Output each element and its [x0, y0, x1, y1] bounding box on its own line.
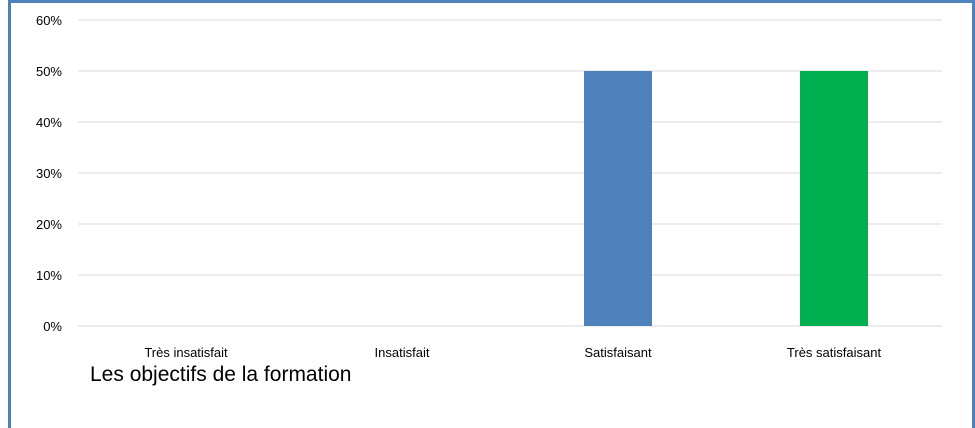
y-tick-label: 40%	[36, 115, 62, 130]
y-tick-label: 50%	[36, 64, 62, 79]
y-tick-label: 20%	[36, 217, 62, 232]
chart-frame	[8, 0, 975, 428]
bar-4	[800, 71, 868, 326]
x-tick-label: Insatisfait	[375, 345, 430, 360]
y-tick-label: 0%	[43, 319, 62, 334]
y-tick-label: 60%	[36, 13, 62, 28]
x-tick-label: Satisfaisant	[584, 345, 652, 360]
x-tick-label: Très insatisfait	[144, 345, 228, 360]
y-tick-label: 10%	[36, 268, 62, 283]
bar-3	[584, 71, 652, 326]
chart-caption: Les objectifs de la formation	[90, 363, 352, 386]
y-tick-label: 30%	[36, 166, 62, 181]
x-tick-label: Très satisfaisant	[787, 345, 882, 360]
